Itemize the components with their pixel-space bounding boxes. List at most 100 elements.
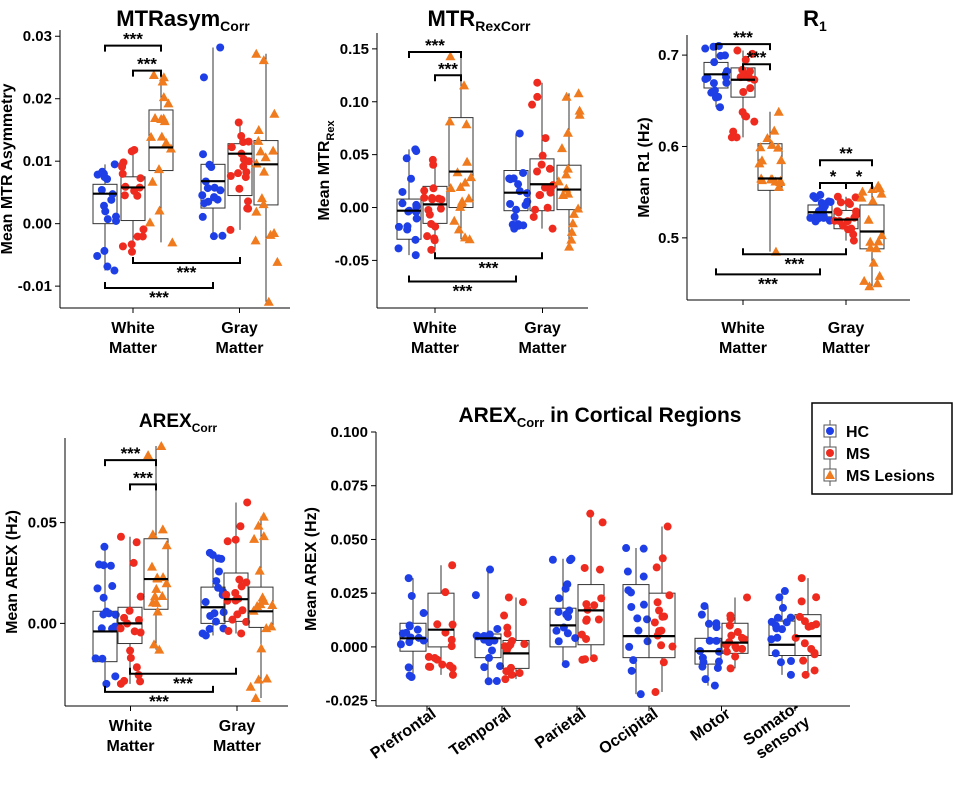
significance-label: ***	[137, 55, 157, 74]
data-point	[818, 202, 827, 211]
data-point	[100, 246, 109, 255]
data-point	[428, 195, 437, 204]
data-point	[132, 663, 141, 672]
data-point	[726, 664, 735, 673]
data-point	[659, 658, 668, 667]
data-point	[223, 537, 232, 546]
data-point	[665, 591, 674, 600]
data-point	[652, 563, 661, 572]
data-point	[447, 635, 456, 644]
data-point	[799, 656, 808, 665]
box-ms	[721, 593, 752, 673]
data-point	[510, 212, 519, 221]
data-point	[797, 574, 806, 583]
data-point	[214, 567, 223, 576]
data-point	[99, 610, 108, 619]
data-point	[726, 611, 735, 620]
x-tick-label: Matter	[213, 738, 261, 755]
box-iqr	[396, 198, 422, 240]
data-point	[111, 212, 120, 221]
data-point	[156, 113, 167, 123]
y-tick-label: 0.5	[658, 230, 679, 247]
data-point	[216, 43, 225, 52]
data-point	[712, 636, 721, 645]
box-ms	[577, 509, 607, 664]
x-tick-label: Gray	[221, 320, 258, 337]
significance-bracket	[129, 667, 237, 675]
data-point	[507, 670, 516, 679]
significance-label: ***	[121, 444, 141, 463]
data-point	[737, 633, 746, 642]
data-point	[561, 660, 570, 669]
data-point	[407, 174, 416, 183]
significance-label: ***	[438, 59, 458, 78]
significance-bracket	[132, 257, 241, 265]
box-ms-lesions	[444, 51, 477, 244]
data-point	[711, 93, 720, 102]
data-point	[212, 577, 221, 586]
data-point	[876, 188, 887, 198]
data-point	[116, 532, 125, 541]
data-point	[871, 243, 882, 253]
data-point	[859, 275, 870, 285]
data-point	[101, 207, 110, 216]
box-ms-lesions	[144, 69, 178, 247]
data-point	[554, 637, 563, 646]
data-point	[622, 544, 631, 553]
y-tick-label: 0.15	[340, 41, 369, 58]
data-point	[651, 688, 660, 697]
data-point	[773, 181, 784, 191]
data-point	[412, 147, 421, 156]
data-point	[267, 600, 278, 610]
panel-title-main: MTRasym	[116, 6, 220, 31]
data-point	[129, 558, 138, 567]
data-point	[255, 146, 266, 156]
data-point	[552, 626, 561, 635]
data-point	[427, 219, 436, 228]
x-tick-label: Matter	[518, 340, 566, 357]
data-point	[545, 164, 554, 173]
data-point	[800, 639, 809, 648]
data-point	[103, 215, 112, 224]
data-point	[127, 147, 136, 156]
data-point	[445, 51, 456, 61]
data-point	[424, 652, 433, 661]
data-point	[261, 623, 272, 633]
data-point	[152, 606, 163, 616]
data-point	[701, 675, 710, 684]
data-point	[147, 176, 158, 186]
data-point	[116, 624, 125, 633]
data-point	[412, 200, 421, 209]
data-point	[851, 193, 860, 202]
data-point	[867, 195, 878, 205]
data-point	[563, 629, 572, 638]
data-point	[424, 662, 433, 671]
y-axis-label-main: Mean AREX (Hz)	[303, 507, 320, 631]
data-point	[597, 594, 606, 603]
data-point	[148, 69, 159, 79]
y-axis-label-sub: Rex	[325, 120, 337, 141]
panel-title: AREXCorr	[139, 411, 217, 435]
y-tick-label: 0.03	[23, 28, 52, 45]
data-point	[167, 237, 178, 247]
data-point	[595, 565, 604, 574]
data-point	[456, 198, 467, 208]
data-point	[573, 203, 584, 213]
data-point	[136, 592, 145, 601]
data-point	[150, 113, 161, 123]
data-point	[574, 105, 585, 115]
y-tick-label: 0.00	[340, 200, 369, 217]
data-point	[506, 175, 515, 184]
data-point	[111, 610, 120, 619]
data-point	[253, 135, 264, 145]
data-point	[741, 55, 750, 64]
data-point	[804, 622, 813, 631]
data-point	[430, 234, 439, 243]
data-point	[448, 670, 457, 679]
data-point	[100, 542, 109, 551]
x-tick-label: Parietal	[532, 705, 589, 752]
data-point	[773, 613, 782, 622]
data-point	[515, 669, 524, 678]
data-point	[780, 587, 789, 596]
data-point	[254, 565, 265, 575]
